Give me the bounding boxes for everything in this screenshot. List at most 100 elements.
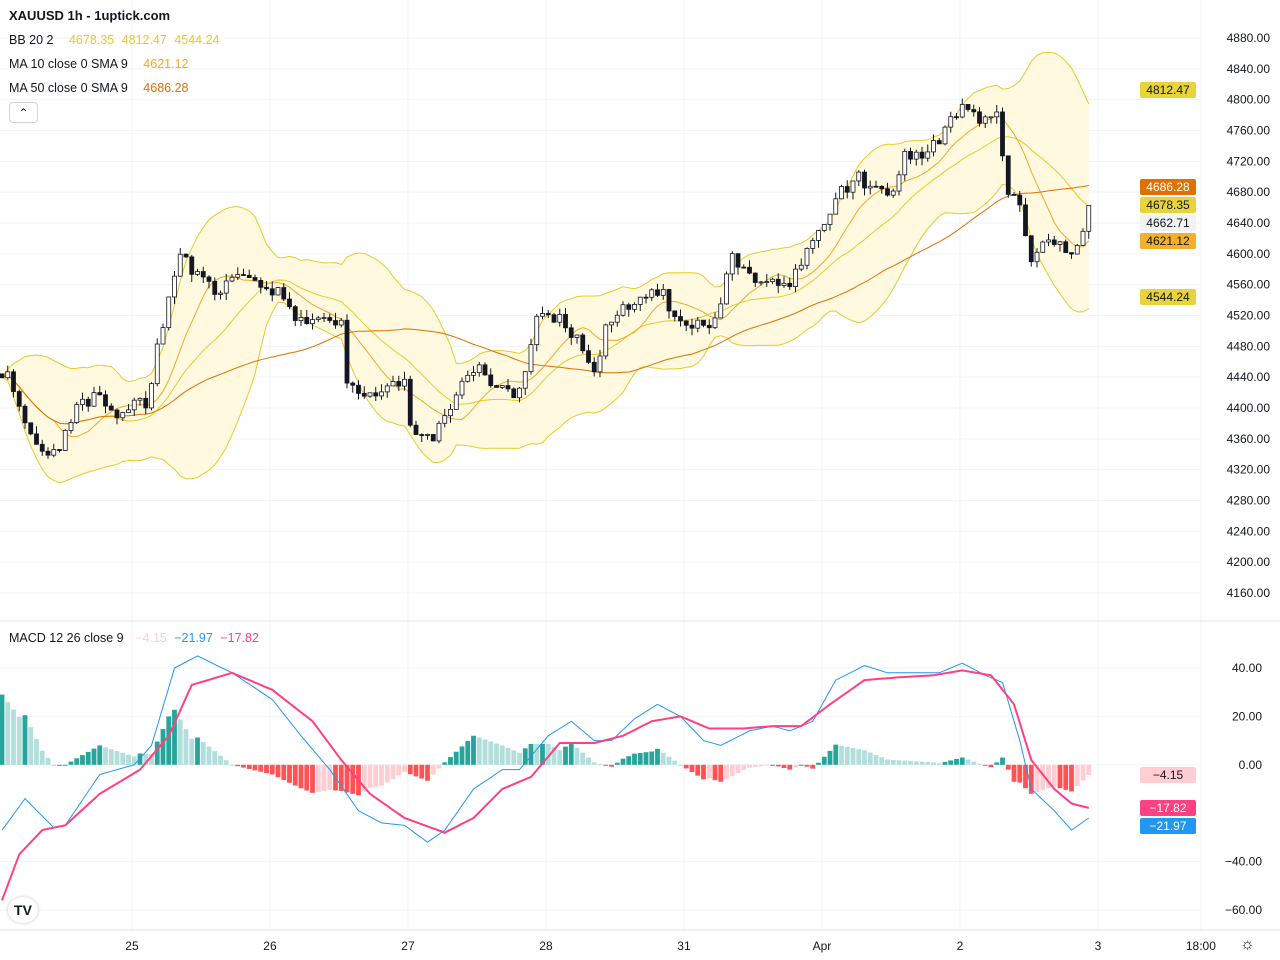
candle-body <box>57 449 62 451</box>
candle-body <box>321 317 327 319</box>
candle-body <box>131 399 137 411</box>
macd-histogram-bar <box>269 764 275 775</box>
candle-body <box>873 185 879 188</box>
candle-body <box>172 275 177 298</box>
macd-histogram-bar <box>545 743 551 765</box>
candle-body <box>1023 204 1028 237</box>
candle-body <box>1034 251 1040 263</box>
candle-body <box>775 278 781 286</box>
candle-body <box>338 319 344 326</box>
macd-histogram-bar <box>804 764 810 767</box>
candle-body <box>908 151 913 160</box>
candle-body <box>758 281 764 284</box>
macd-histogram-bar <box>1000 757 1005 765</box>
macd-histogram-bar <box>74 758 80 765</box>
candle-body <box>315 317 321 320</box>
candle-body <box>390 381 396 387</box>
macd-histogram-bar <box>632 753 637 765</box>
candle-body <box>1069 252 1074 255</box>
price-axis-label: 4400.00 <box>1227 401 1271 415</box>
macd-histogram-bar <box>223 760 229 765</box>
candle-body <box>39 443 45 452</box>
candle-body <box>126 409 131 413</box>
macd-histogram-bar <box>68 761 74 765</box>
candle-body <box>28 422 34 435</box>
macd-histogram-bar <box>718 764 724 782</box>
macd-histogram-bar <box>367 764 373 788</box>
macd-histogram-bar <box>844 746 850 765</box>
macd-histogram-bar <box>965 759 971 765</box>
macd-histogram-bar <box>310 764 315 793</box>
macd-histogram-bar <box>603 764 609 766</box>
collapse-legend-button[interactable]: ⌃ <box>9 102 38 123</box>
macd-histogram-bar <box>712 764 718 781</box>
candle-body <box>11 371 16 392</box>
candle-body <box>333 320 338 326</box>
macd-histogram-bar <box>557 750 563 765</box>
macd-histogram-bar <box>252 764 258 771</box>
candle-body <box>936 140 942 145</box>
candle-body <box>488 374 494 386</box>
macd-histogram-bar <box>637 752 643 765</box>
settings-gear-icon[interactable]: ☼ <box>1240 936 1255 953</box>
legend-ma50-label: MA 50 close 0 SMA 9 <box>9 81 128 95</box>
legend-bb-label: BB 20 2 <box>9 33 54 47</box>
ma50-line <box>1 184 1089 425</box>
macd-histogram-bar <box>534 743 540 765</box>
price-tag: −17.82 <box>1140 799 1196 816</box>
macd-histogram-bar <box>833 744 839 765</box>
macd-histogram-bar <box>304 764 310 791</box>
macd-histogram-bar <box>51 764 57 766</box>
candle-body <box>620 304 626 316</box>
candle-body <box>189 256 195 275</box>
macd-histogram-bar <box>85 751 91 765</box>
macd-histogram-bar <box>62 764 68 766</box>
candle-body <box>540 313 545 317</box>
candle-body <box>816 230 821 241</box>
macd-histogram-bar <box>540 743 545 765</box>
macd-histogram-bar <box>108 749 114 765</box>
candle-body <box>1057 241 1063 245</box>
candle-body <box>954 116 959 119</box>
candle-body <box>356 384 361 394</box>
macd-histogram-bar <box>1046 764 1051 789</box>
macd-histogram-bar <box>327 764 333 790</box>
candle-body <box>701 319 706 326</box>
macd-histogram-bar <box>390 764 396 779</box>
candle-body <box>379 391 384 397</box>
axes[interactable]: 4880.00 4840.00 4800.00 4760.00 4720.00 4680.… <box>0 31 1280 953</box>
time-axis-label: 26 <box>263 939 277 953</box>
candle-body <box>120 412 126 419</box>
macd-histogram-bar <box>511 750 517 765</box>
candle-body <box>51 449 57 456</box>
macd-histogram-bar <box>1011 764 1017 782</box>
candle-body <box>264 286 269 290</box>
macd-histogram-bar <box>275 764 281 778</box>
candle-body <box>850 180 856 193</box>
macd-histogram-bar <box>459 746 465 765</box>
candle-body <box>735 253 741 268</box>
legend-macd-hist: −4.15 <box>135 631 167 645</box>
legend-macd[interactable]: MACD 12 26 close 9 −4.15 −21.97 −17.82 <box>9 631 263 645</box>
candle-body <box>551 314 557 323</box>
candle-body <box>706 324 712 329</box>
macd-histogram-bar <box>517 752 522 765</box>
legend-ma10[interactable]: MA 10 close 0 SMA 9 4621.12 <box>9 57 192 71</box>
candle-body <box>770 278 775 283</box>
macd-histogram-bar <box>97 745 103 765</box>
legend-bb[interactable]: BB 20 2 4678.35 4812.47 4544.24 <box>9 33 224 47</box>
candle-body <box>637 296 643 305</box>
macd-histogram-bar <box>586 757 591 765</box>
macd-histogram-bar <box>580 752 586 765</box>
macd-histogram-bar <box>942 761 948 765</box>
ma10-line <box>1 114 1090 438</box>
candle-body <box>724 273 729 305</box>
tradingview-logo[interactable]: TV <box>8 897 38 923</box>
candle-body <box>137 397 143 401</box>
candle-body <box>867 185 873 189</box>
macd-histogram-bar <box>971 761 977 765</box>
macd-histogram-bar <box>1005 764 1011 770</box>
time-axis-label: Apr <box>813 939 832 953</box>
legend-ma50[interactable]: MA 50 close 0 SMA 9 4686.28 <box>9 81 192 95</box>
